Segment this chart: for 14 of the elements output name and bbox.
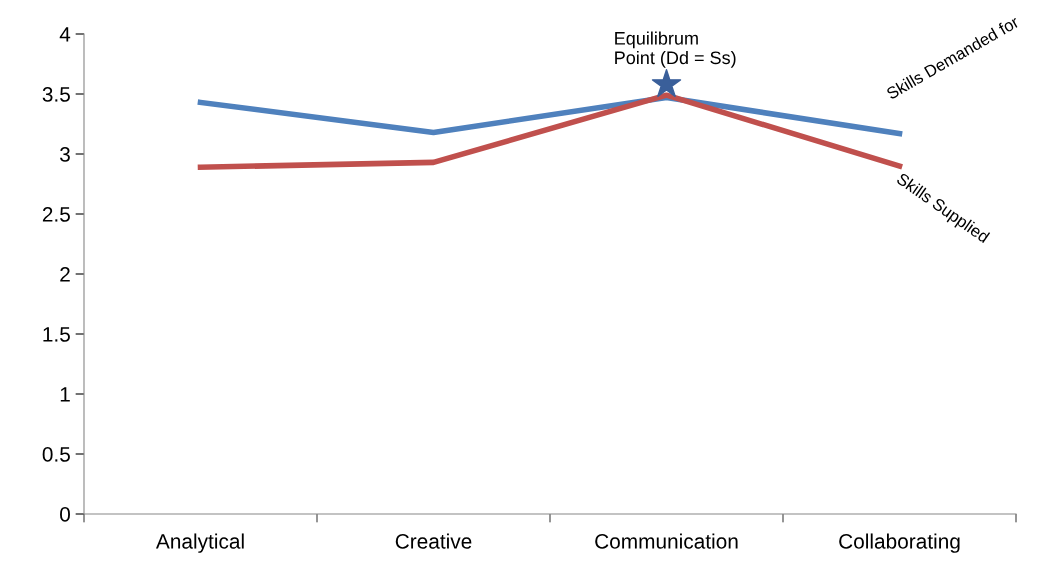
y-tick-label: 4 <box>59 27 71 42</box>
annotation: Equilibrum Point (Dd = Ss) <box>615 31 736 68</box>
y-tick-label: 3 <box>60 147 70 162</box>
x-tick-label: Collaborating <box>839 533 960 553</box>
y-tick-label: 2.5 <box>42 207 70 222</box>
y-tick-label: 0 <box>60 507 70 522</box>
y-tick-label: 1 <box>60 387 70 402</box>
y-tick-label: 1.5 <box>43 327 70 342</box>
y-tick-label: 2 <box>60 267 70 282</box>
y-tick-label: 3.5 <box>42 87 70 102</box>
x-tick-label: Analytical <box>155 533 244 553</box>
x-tick-label: Communication <box>595 533 738 549</box>
y-tick-label: 0.5 <box>42 447 70 462</box>
x-tick-label: Creative <box>395 533 472 549</box>
